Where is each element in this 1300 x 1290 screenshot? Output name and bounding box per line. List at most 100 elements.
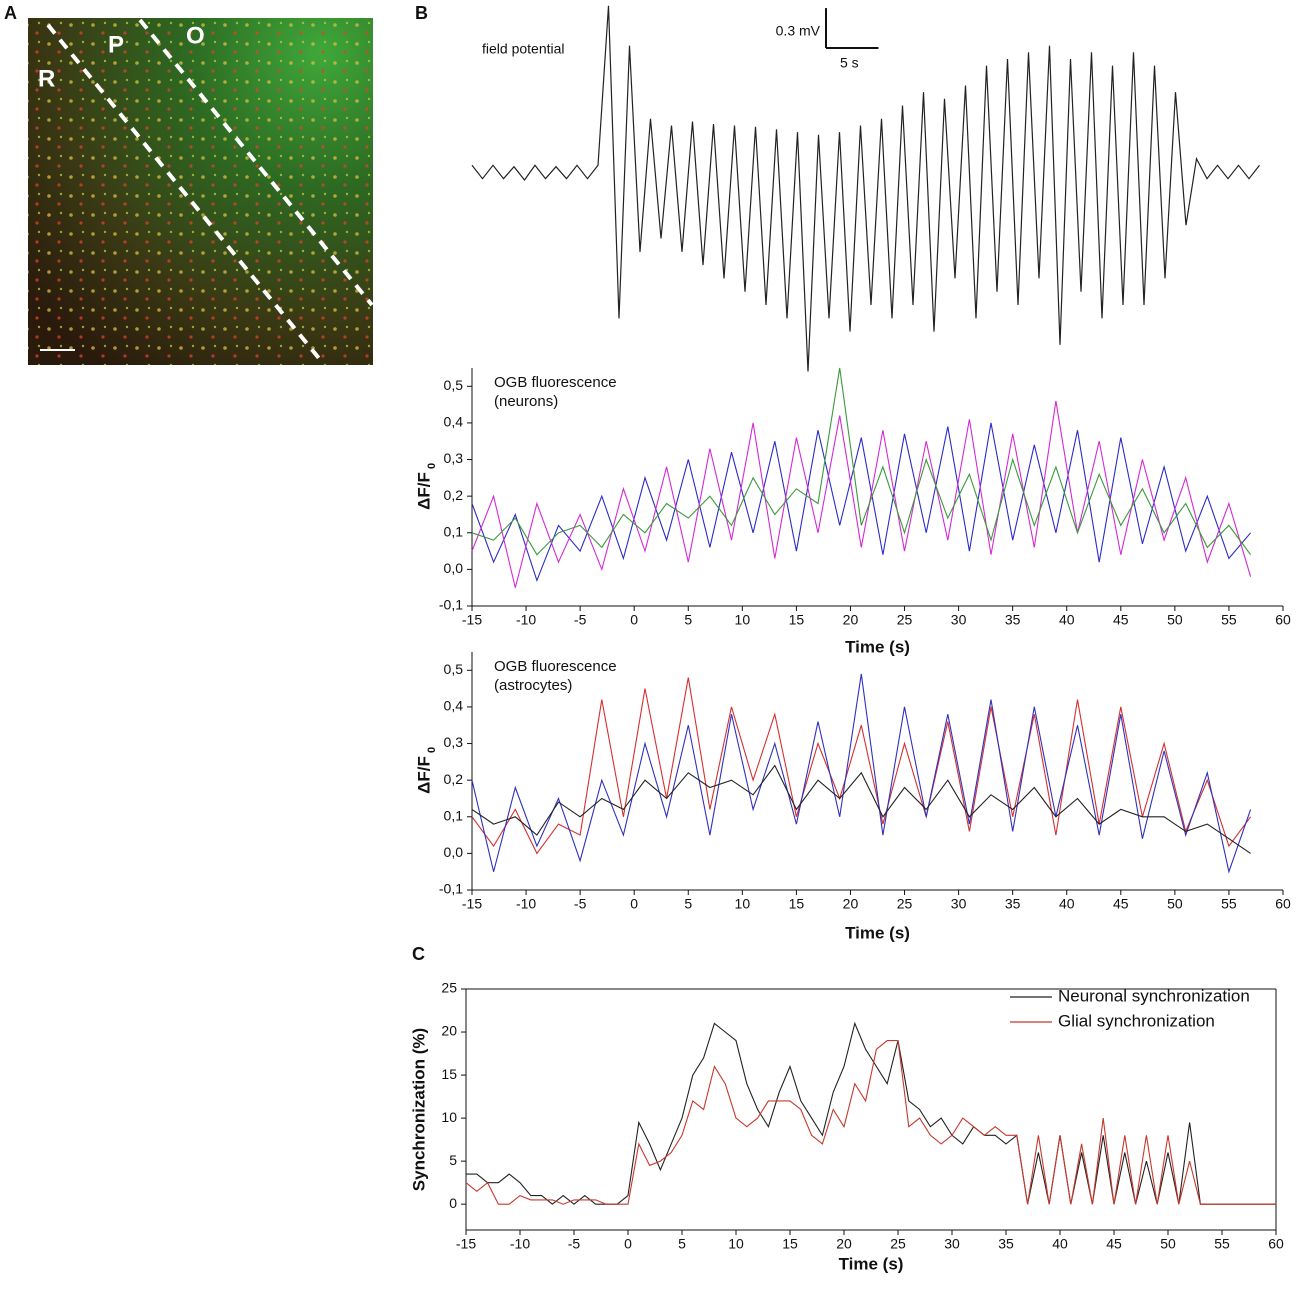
x-axis-label: Time (s) bbox=[845, 923, 910, 942]
y-tick-label: 0,2 bbox=[444, 771, 464, 787]
annotation: (neurons) bbox=[494, 393, 558, 410]
x-tick-label: -10 bbox=[510, 1236, 530, 1252]
y-tick-label: 0,1 bbox=[444, 523, 464, 539]
x-tick-label: 20 bbox=[836, 1236, 852, 1252]
trace bbox=[471, 5, 1260, 372]
layer-label: O bbox=[186, 22, 205, 49]
layer-label: R bbox=[38, 65, 55, 92]
y-axis-label: Synchronization (%) bbox=[409, 1028, 428, 1191]
legend-label: Neuronal synchronization bbox=[1058, 986, 1250, 1005]
y-tick-label: -0,1 bbox=[439, 881, 463, 897]
annotation: (astrocytes) bbox=[494, 677, 572, 694]
x-tick-label: 50 bbox=[1160, 1236, 1176, 1252]
y-tick-label: 15 bbox=[441, 1066, 457, 1082]
x-tick-label: 15 bbox=[782, 1236, 798, 1252]
layer-label: P bbox=[108, 31, 124, 58]
x-tick-label: 50 bbox=[1167, 612, 1183, 628]
x-tick-label: 40 bbox=[1059, 612, 1075, 628]
series-line bbox=[466, 1021, 1276, 1205]
y-tick-label: 0,1 bbox=[444, 807, 464, 823]
x-tick-label: 5 bbox=[684, 612, 692, 628]
y-tick-label: 0,0 bbox=[444, 560, 464, 576]
y-axis-label-group: ΔF/F 0 bbox=[414, 463, 437, 510]
x-tick-label: 45 bbox=[1113, 896, 1129, 912]
x-tick-label: -10 bbox=[516, 896, 536, 912]
x-axis-label: Time (s) bbox=[839, 1254, 904, 1273]
x-tick-label: 20 bbox=[843, 612, 859, 628]
y-axis-label: ΔF/F bbox=[414, 472, 433, 510]
x-tick-label: 50 bbox=[1167, 896, 1183, 912]
x-tick-label: 40 bbox=[1059, 896, 1075, 912]
x-tick-label: 30 bbox=[951, 896, 967, 912]
scale-bar-label: 5 s bbox=[840, 55, 859, 71]
x-tick-label: 10 bbox=[735, 612, 751, 628]
y-axis-label-group: ΔF/F 0 bbox=[414, 747, 437, 794]
x-tick-label: 35 bbox=[1005, 896, 1021, 912]
scale-bar-label: 0.3 mV bbox=[776, 23, 821, 39]
y-axis-label-sub: 0 bbox=[426, 747, 438, 753]
panel-label: C bbox=[412, 944, 425, 964]
series-line bbox=[471, 673, 1252, 874]
x-tick-label: 10 bbox=[728, 1236, 744, 1252]
x-axis-label: Time (s) bbox=[845, 637, 910, 656]
x-tick-label: 40 bbox=[1052, 1236, 1068, 1252]
y-tick-label: 0,3 bbox=[444, 450, 464, 466]
trace-title: field potential bbox=[482, 41, 565, 57]
x-tick-label: 0 bbox=[630, 896, 638, 912]
y-tick-label: 0 bbox=[449, 1195, 457, 1211]
x-tick-label: 55 bbox=[1221, 612, 1237, 628]
y-tick-label: 10 bbox=[441, 1109, 457, 1125]
series-line bbox=[471, 422, 1252, 583]
y-tick-label: 25 bbox=[441, 980, 457, 996]
x-tick-label: -5 bbox=[574, 896, 587, 912]
x-tick-label: 30 bbox=[944, 1236, 960, 1252]
x-tick-label: 25 bbox=[890, 1236, 906, 1252]
x-tick-label: 60 bbox=[1275, 612, 1291, 628]
x-tick-label: -5 bbox=[574, 612, 587, 628]
y-axis-label: ΔF/F bbox=[414, 756, 433, 794]
y-tick-label: 20 bbox=[441, 1023, 457, 1039]
x-tick-label: 5 bbox=[678, 1236, 686, 1252]
x-tick-label: 55 bbox=[1221, 896, 1237, 912]
layer-border bbox=[138, 18, 374, 307]
micrograph: R P O bbox=[28, 18, 374, 365]
x-tick-label: 0 bbox=[624, 1236, 632, 1252]
x-tick-label: 15 bbox=[789, 896, 805, 912]
x-tick-label: 10 bbox=[735, 896, 751, 912]
y-tick-label: -0,1 bbox=[439, 597, 463, 613]
x-tick-label: 55 bbox=[1214, 1236, 1230, 1252]
x-tick-label: 35 bbox=[998, 1236, 1014, 1252]
x-tick-label: 20 bbox=[843, 896, 859, 912]
annotation: OGB fluorescence bbox=[494, 374, 617, 391]
x-tick-label: -15 bbox=[456, 1236, 476, 1252]
panel-label: A bbox=[4, 3, 17, 23]
x-tick-label: -10 bbox=[516, 612, 536, 628]
y-tick-label: 0,3 bbox=[444, 734, 464, 750]
x-tick-label: 15 bbox=[789, 612, 805, 628]
layer-border bbox=[46, 23, 324, 364]
annotation: OGB fluorescence bbox=[494, 658, 617, 675]
x-tick-label: 5 bbox=[684, 896, 692, 912]
y-tick-label: 0,5 bbox=[444, 377, 464, 393]
panel-label: B bbox=[415, 3, 428, 23]
series-line bbox=[471, 367, 1252, 556]
x-tick-label: -5 bbox=[568, 1236, 581, 1252]
x-tick-label: 45 bbox=[1106, 1236, 1122, 1252]
x-tick-label: 25 bbox=[897, 612, 913, 628]
series-line bbox=[471, 764, 1251, 854]
x-tick-label: 25 bbox=[897, 896, 913, 912]
x-tick-label: 30 bbox=[951, 612, 967, 628]
x-tick-label: -15 bbox=[462, 896, 482, 912]
y-axis-label-sub: 0 bbox=[426, 463, 438, 469]
y-tick-label: 0,4 bbox=[444, 698, 464, 714]
series-line bbox=[471, 400, 1252, 588]
x-tick-label: -15 bbox=[462, 612, 482, 628]
x-tick-label: 35 bbox=[1005, 612, 1021, 628]
cell-pattern bbox=[28, 18, 373, 365]
series-line bbox=[465, 1040, 1276, 1205]
x-tick-label: 60 bbox=[1268, 1236, 1284, 1252]
x-tick-label: 45 bbox=[1113, 612, 1129, 628]
series-line bbox=[471, 677, 1252, 855]
